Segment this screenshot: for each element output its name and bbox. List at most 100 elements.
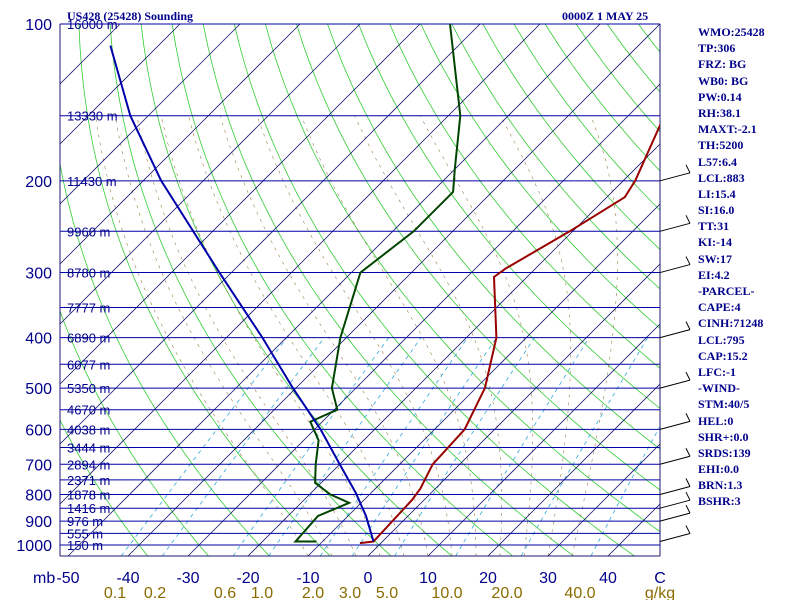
height-label: 4038 m	[67, 422, 110, 437]
isotherm	[247, 143, 660, 556]
wind-barb	[659, 264, 691, 274]
dry-adiabat	[60, 310, 209, 556]
wind-barb	[659, 512, 691, 522]
mixing-ratio-label: 0.2	[144, 585, 166, 600]
mixing-ratio-label: 20.0	[491, 585, 522, 600]
pressure-tick-label: 100	[25, 17, 52, 34]
index-item: CINH:71248	[698, 316, 764, 331]
index-item: MAXT:-2.1	[698, 122, 757, 137]
mixing-ratio-line	[161, 337, 325, 556]
mixing-ratio-line	[232, 337, 390, 556]
moist-adiabat	[354, 115, 502, 556]
index-item: LFC:-1	[698, 364, 736, 379]
index-item: WB0: BG	[698, 73, 749, 88]
dry-adiabat	[420, 24, 660, 329]
index-item: L57:6.4	[698, 154, 737, 169]
height-label: 6890 m	[67, 331, 110, 346]
wind-barb-flag	[685, 491, 691, 501]
mixing-ratio-label: 40.0	[564, 585, 595, 600]
moist-adiabat	[300, 115, 477, 556]
isotherm	[60, 24, 121, 85]
index-item: TP:306	[698, 41, 736, 56]
index-item: WMO:25428	[698, 25, 765, 39]
index-item: SW:17	[698, 251, 733, 266]
index-item: EI:4.2	[698, 267, 730, 282]
temperature-tick-label: -10	[296, 570, 319, 587]
isotherm	[60, 24, 301, 265]
index-item: CAP:15.2	[698, 348, 748, 363]
isotherm	[127, 24, 660, 556]
index-item: SRDS:139	[698, 445, 751, 460]
index-item: HEL:0	[698, 413, 734, 428]
wind-barb	[659, 485, 691, 495]
index-item: -WIND-	[698, 381, 740, 396]
isotherm	[60, 24, 361, 325]
temperature-tick-label: 30	[539, 570, 557, 587]
temperature-tick-label: -20	[236, 570, 259, 587]
height-label: 1878 m	[67, 487, 110, 502]
dry-adiabat	[109, 24, 392, 556]
dry-adiabat	[171, 24, 513, 556]
pressure-tick-label: 900	[25, 514, 52, 531]
pressure-tick-label: 1000	[16, 538, 52, 555]
height-label: 11430 m	[67, 174, 117, 189]
index-item: -PARCEL-	[698, 284, 755, 298]
dry-adiabat	[265, 24, 660, 533]
mixing-ratio-line	[394, 337, 535, 556]
wind-barb-flag	[685, 371, 691, 381]
temperature-tick-label: 20	[479, 570, 497, 587]
isotherm	[487, 383, 660, 556]
index-item: LCL:795	[698, 332, 745, 347]
index-item: FRZ: BG	[698, 57, 747, 72]
isotherm	[547, 443, 660, 556]
dry-adiabat	[60, 419, 148, 556]
wind-barb	[659, 499, 691, 509]
isotherm	[60, 24, 541, 505]
wind-barb	[659, 329, 691, 339]
dry-adiabat	[482, 24, 660, 251]
index-item: SI:16.0	[698, 203, 735, 218]
isotherm	[307, 203, 660, 556]
temperature-line	[359, 122, 660, 545]
temperature-tick-label: 40	[599, 570, 617, 587]
sounding-indices-panel: WMO:25428 TP:306 FRZ: BG WB0: BG PW:0.14 RH:3…	[698, 24, 798, 510]
index-item: KI:-14	[698, 235, 732, 250]
pressure-tick-label: 200	[25, 174, 52, 191]
sounding-time: 0000Z 1 MAY 25	[562, 9, 649, 23]
index-item: STM:40/5	[698, 397, 750, 412]
height-label: 2371 m	[67, 473, 110, 488]
dry-adiabat	[358, 24, 660, 409]
wind-barb	[659, 420, 691, 430]
height-label: 4670 m	[67, 403, 110, 418]
wind-barb-flag	[685, 478, 691, 487]
isotherm	[60, 24, 481, 445]
isotherm	[67, 24, 601, 556]
dry-adiabat	[451, 24, 660, 290]
mixing-ratio-line	[455, 337, 590, 556]
height-label: 16000 m	[67, 17, 118, 32]
index-item: CAPE:4	[698, 300, 741, 315]
isotherm	[60, 24, 421, 385]
height-label: 8780 m	[67, 266, 110, 281]
wind-barb-flag	[685, 525, 691, 534]
isotherm	[60, 24, 181, 145]
height-label: 150 m	[67, 538, 103, 553]
isotherm	[427, 323, 660, 556]
temperature-tick-label: -30	[176, 570, 199, 587]
temperature-tick-label: -50	[56, 570, 79, 587]
wind-barb-flag	[685, 448, 691, 457]
moist-adiabat	[499, 115, 571, 556]
index-item: BRN:1.3	[698, 478, 743, 493]
pressure-tick-label: 400	[25, 331, 52, 348]
isotherm	[60, 24, 241, 205]
mixing-ratio-line	[520, 337, 649, 556]
height-label: 9960 m	[67, 224, 110, 239]
temperature-tick-label: 0	[364, 570, 373, 587]
wind-barb	[659, 379, 691, 389]
pressure-tick-label: 500	[25, 381, 52, 398]
index-item: RH:38.1	[698, 105, 741, 120]
mixing-ratio-label: 0.1	[104, 585, 126, 600]
mixing-ratio-line	[120, 337, 288, 556]
moist-adiabat	[419, 115, 534, 556]
